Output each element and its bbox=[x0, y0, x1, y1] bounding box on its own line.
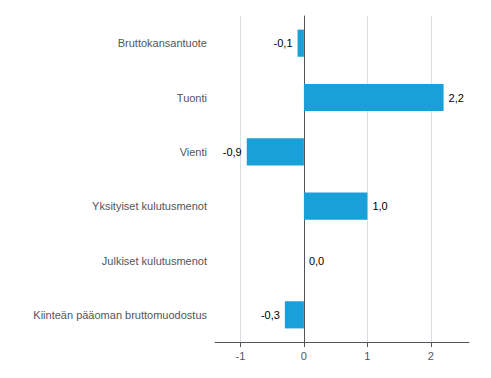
svg-text:Kiinteän pääoman bruttomuodost: Kiinteän pääoman bruttomuodostus bbox=[33, 309, 207, 321]
svg-text:Tuonti: Tuonti bbox=[177, 92, 207, 104]
svg-text:2,2: 2,2 bbox=[449, 92, 464, 104]
svg-text:Vienti: Vienti bbox=[180, 146, 207, 158]
svg-text:Yksityiset kulutusmenot: Yksityiset kulutusmenot bbox=[92, 200, 207, 212]
svg-text:-0,9: -0,9 bbox=[223, 146, 242, 158]
svg-text:Julkiset kulutusmenot: Julkiset kulutusmenot bbox=[102, 255, 207, 267]
svg-text:-0,3: -0,3 bbox=[261, 309, 280, 321]
svg-text:2: 2 bbox=[428, 350, 434, 362]
svg-text:-1: -1 bbox=[236, 350, 246, 362]
svg-text:0: 0 bbox=[301, 350, 307, 362]
svg-text:1: 1 bbox=[364, 350, 370, 362]
svg-text:0,0: 0,0 bbox=[309, 255, 324, 267]
svg-text:1,0: 1,0 bbox=[372, 200, 387, 212]
svg-text:-0,1: -0,1 bbox=[274, 37, 293, 49]
svg-text:Bruttokansantuote: Bruttokansantuote bbox=[118, 37, 207, 49]
